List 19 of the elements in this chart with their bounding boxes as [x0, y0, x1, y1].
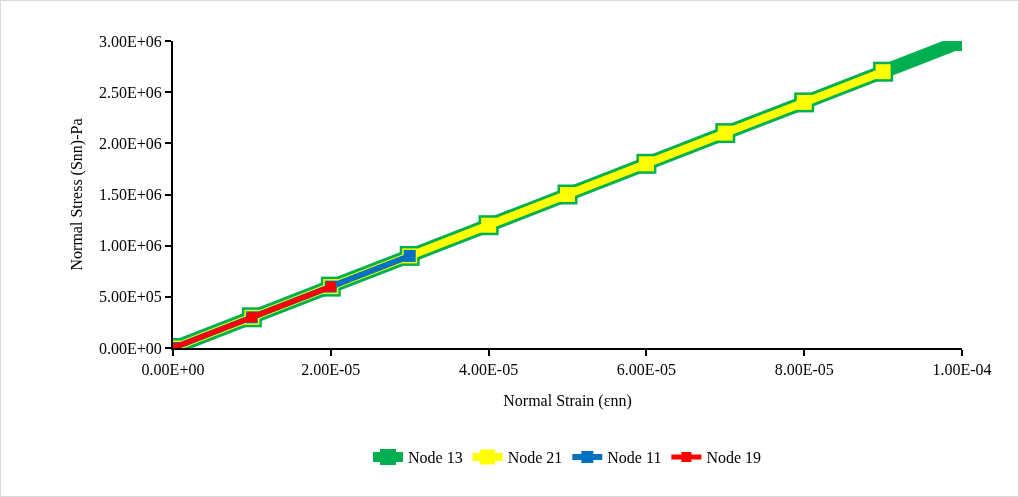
y-tick-label: 1.50E+06	[99, 186, 162, 204]
x-axis-title: Normal Strain (εnn)	[503, 392, 632, 411]
y-tick-label: 2.50E+06	[99, 83, 162, 101]
x-tick-label: 6.00E-05	[616, 361, 676, 379]
y-tick-label: 3.00E+06	[99, 32, 162, 50]
x-tick-label: 4.00E-05	[459, 361, 519, 379]
x-tick-label: 2.00E-05	[301, 361, 361, 379]
y-tick-label: 1.00E+06	[99, 237, 162, 255]
y-tick-label: 2.00E+06	[99, 134, 162, 152]
y-tick-label: 0.00E+00	[99, 339, 162, 357]
legend-label: Node 21	[507, 449, 563, 467]
y-tick-label: 5.00E+05	[99, 288, 162, 306]
y-axis-title: Normal Stress (Snn)-Pa	[68, 118, 87, 271]
x-tick-label: 1.00E-04	[932, 361, 992, 379]
x-tick-label: 8.00E-05	[774, 361, 834, 379]
legend-label: Node 19	[706, 449, 762, 467]
legend-label: Node 13	[408, 449, 463, 467]
x-tick-label: 0.00E+00	[141, 361, 205, 379]
legend-label: Node 11	[607, 449, 662, 467]
